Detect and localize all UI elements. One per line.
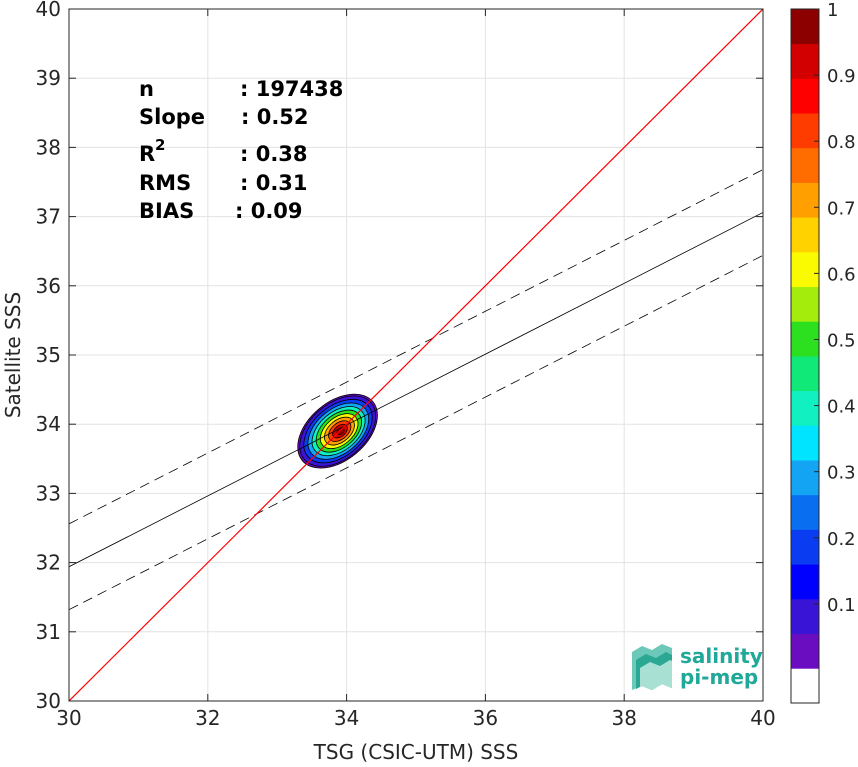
y-tick-label: 37 [36, 205, 61, 229]
colorbar-segment [791, 425, 819, 461]
y-tick-label: 34 [36, 412, 61, 436]
colorbar-tick-label: 0.7 [827, 198, 856, 219]
colorbar-tick-label: 1 [827, 0, 838, 21]
colorbar-tick-label: 0.5 [827, 330, 856, 351]
stats-block: n : 197438 Slope : 0.52 R 2 : 0.38 RMS : 0.31 BIA… [139, 77, 343, 223]
y-axis-label: Satellite SSS [1, 292, 25, 418]
colorbar-segment [791, 43, 819, 79]
colorbar-tick-label: 0.1 [827, 595, 856, 616]
colorbar-segment [791, 460, 819, 496]
colorbar-segment [791, 9, 819, 45]
colorbar-segment [791, 113, 819, 149]
x-tick-label: 34 [334, 706, 359, 730]
colorbar: 0.1 0.2 0.3 0.4 0.5 0.6 0.7 0.8 0.9 1 [790, 0, 856, 704]
y-tick-label: 40 [36, 0, 61, 21]
y-tick-label: 33 [36, 481, 61, 505]
stat-label: BIAS [139, 199, 194, 223]
colorbar-tick-label: 0.6 [827, 264, 856, 285]
colorbar-segment [791, 390, 819, 426]
y-tick-label: 31 [36, 620, 61, 644]
y-tick-label: 35 [36, 343, 61, 367]
colorbar-segment [791, 147, 819, 183]
colorbar-segment [791, 529, 819, 565]
colorbar-segment [791, 286, 819, 322]
axis-ticks: 30 32 34 36 38 40 30 31 32 33 34 35 36 37 38 39 40 [36, 0, 776, 730]
colorbar-tick-label: 0.8 [827, 132, 856, 153]
y-tick-label: 32 [36, 551, 61, 575]
colorbar-segment [791, 564, 819, 600]
reference-lines [69, 9, 763, 701]
y-tick-label: 36 [36, 274, 61, 298]
colorbar-tick-label: 0.4 [827, 397, 856, 418]
logo-waves-icon [632, 644, 672, 690]
y-tick-label: 38 [36, 135, 61, 159]
stat-label: R [139, 142, 155, 166]
colorbar-segment [791, 78, 819, 114]
colorbar-segment [791, 668, 819, 704]
colorbar-segment [791, 217, 819, 253]
colorbar-segment [791, 182, 819, 218]
x-tick-label: 32 [195, 706, 220, 730]
colorbar-segment [791, 633, 819, 669]
grid [68, 8, 764, 702]
x-tick-label: 40 [750, 706, 775, 730]
stat-value: : 0.38 [240, 142, 308, 166]
salinity-pimep-logo: salinity pi-mep [632, 644, 763, 690]
colorbar-tick-label: 0.2 [827, 529, 856, 550]
x-tick-label: 30 [56, 706, 81, 730]
stat-label: RMS [139, 171, 191, 195]
regression-bound-line [69, 254, 763, 611]
colorbar-tick-label: 0.3 [827, 463, 856, 484]
stat-value: : 197438 [240, 77, 343, 101]
logo-text-line1: salinity [680, 644, 763, 668]
x-axis-label: TSG (CSIC-UTM) SSS [313, 740, 519, 764]
colorbar-segment [791, 251, 819, 287]
colorbar-segment [791, 494, 819, 530]
regression-bound-line [69, 169, 763, 525]
stat-label: Slope [139, 105, 205, 129]
stat-value: : 0.52 [241, 105, 309, 129]
stat-value: : 0.09 [235, 199, 303, 223]
x-tick-label: 38 [611, 706, 636, 730]
identity-line [69, 9, 763, 701]
regression-line [69, 212, 763, 568]
logo-text-line2: pi-mep [680, 665, 758, 689]
stat-value: : 0.31 [240, 171, 308, 195]
colorbar-frame [790, 8, 820, 704]
colorbar-segment [791, 598, 819, 634]
y-tick-label: 30 [36, 689, 61, 713]
colorbar-segment [791, 321, 819, 357]
stat-label: n [139, 77, 154, 101]
stat-superscript: 2 [155, 136, 165, 154]
y-tick-label: 39 [36, 66, 61, 90]
colorbar-tick-label: 0.9 [827, 66, 856, 87]
colorbar-segment [791, 356, 819, 392]
x-tick-label: 36 [473, 706, 498, 730]
